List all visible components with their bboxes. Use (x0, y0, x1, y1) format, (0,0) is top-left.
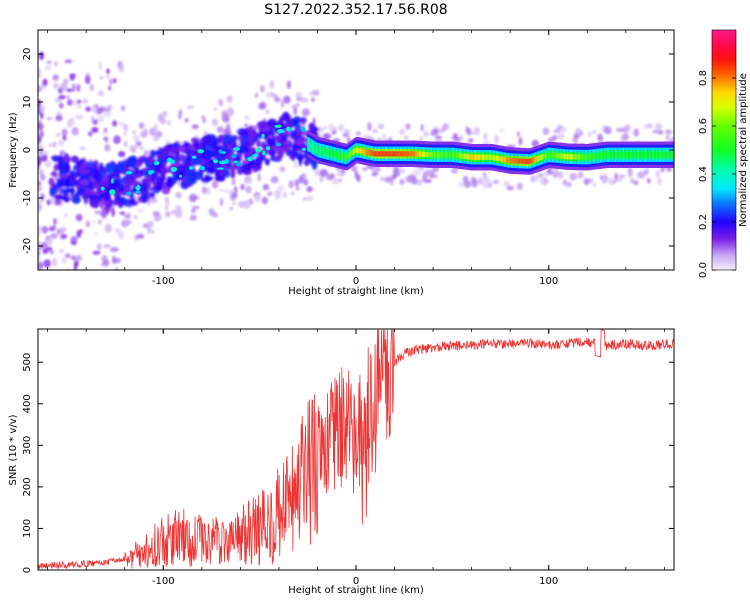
spectrogram-x-label: Height of straight line (km) (288, 286, 424, 297)
colorbar-tick-label: 0.6 (698, 118, 709, 134)
colorbar-gradient (712, 30, 736, 270)
x-tick-label: 100 (539, 276, 558, 287)
x-tick-label: 100 (539, 576, 558, 587)
y-tick-label: 400 (22, 394, 33, 413)
y-tick-label: 100 (22, 519, 33, 538)
colorbar-tick-label: 0.2 (698, 214, 709, 230)
y-tick-label: 10 (22, 96, 33, 109)
spectrogram-y-label: Frequency (Hz) (8, 112, 19, 188)
colorbar-frame (711, 29, 737, 271)
colorbar-tick-label: 0.0 (698, 262, 709, 278)
x-tick-label: -100 (152, 276, 175, 287)
x-tick-label: 0 (353, 276, 359, 287)
colorbar-ticks: 0.0 0.2 0.4 0.6 0.8 (698, 70, 736, 278)
snr-x-label: Height of straight line (km) (288, 585, 424, 596)
x-tick-label: -100 (152, 576, 175, 587)
spectrogram-image (38, 51, 674, 270)
spectrogram-y-ticks: -20 -10 0 10 20 (22, 48, 674, 254)
y-tick-label: 500 (22, 353, 33, 372)
y-tick-label: 200 (22, 477, 33, 496)
spectrogram-x-ticks: -100 0 100 (47, 30, 665, 287)
y-tick-label: 300 (22, 436, 33, 455)
y-tick-label: 20 (22, 48, 33, 61)
y-tick-label: 0 (22, 147, 33, 153)
colorbar-tick-label: 0.8 (698, 70, 709, 86)
y-tick-label: -10 (22, 190, 33, 206)
snr-x-ticks: -100 0 100 (47, 329, 665, 587)
x-tick-label: 0 (353, 576, 359, 587)
y-tick-label: 0 (22, 567, 33, 573)
snr-y-label: SNR (10 * v/v) (8, 414, 19, 485)
figure-title: S127.2022.352.17.56.R08 (264, 2, 447, 18)
snr-y-ticks: 0 100 200 300 400 500 (22, 353, 674, 573)
colorbar: 0.0 0.2 0.4 0.6 0.8 Normalized spectral ampl… (698, 29, 749, 278)
y-tick-label: -20 (22, 238, 33, 254)
colorbar-tick-label: 0.4 (698, 166, 709, 182)
snr-series-line (38, 329, 674, 570)
colorbar-label: Normalized spectral amplitude (738, 73, 749, 227)
snr-panel: -100 0 100 0 100 200 300 400 500 Height of stra… (8, 328, 675, 596)
